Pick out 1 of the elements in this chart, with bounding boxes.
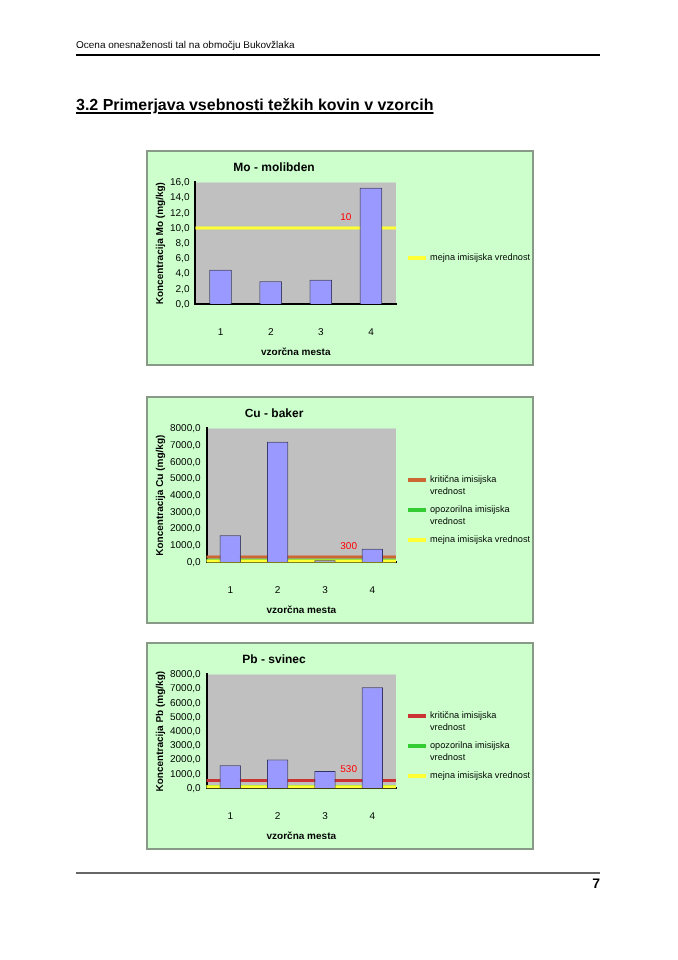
- text: 3.2 Primerjava vsebnosti težkih kovin v vzorcih: [76, 96, 434, 114]
